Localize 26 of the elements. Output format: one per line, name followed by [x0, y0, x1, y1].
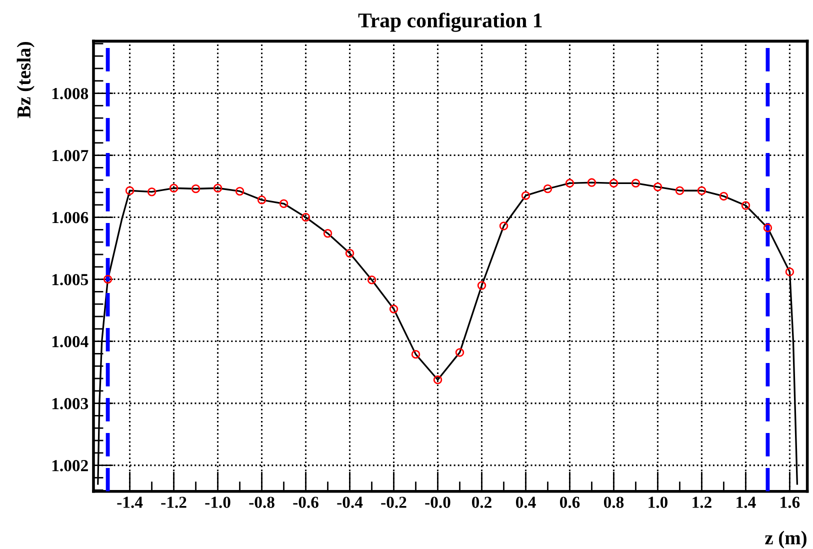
x-tick-label: 0.8 — [604, 496, 624, 508]
x-tick-label: -0.0 — [425, 496, 450, 508]
x-tick-label: -0.6 — [293, 496, 318, 508]
x-tick-label: 0.2 — [472, 496, 492, 508]
x-tick-label: -0.4 — [337, 496, 363, 508]
y-tick-label: 1.003 — [52, 398, 88, 410]
x-tick-label: 1.4 — [736, 496, 756, 508]
x-tick-label: 1.2 — [692, 496, 712, 508]
x-tick-label: -1.2 — [161, 496, 186, 508]
y-tick-label: 1.004 — [52, 336, 88, 348]
x-tick-label: 0.4 — [516, 496, 536, 508]
y-tick-label: 1.008 — [52, 88, 88, 100]
x-tick-label: -1.0 — [205, 496, 230, 508]
x-axis-title: z (m) — [765, 530, 806, 548]
y-axis-title: Bz (tesla) — [16, 42, 34, 118]
x-tick-label: -0.2 — [381, 496, 406, 508]
y-tick-label: 1.006 — [52, 212, 88, 224]
y-tick-label: 1.005 — [52, 274, 88, 286]
y-tick-label: 1.007 — [52, 150, 88, 162]
x-tick-label: -0.8 — [249, 496, 274, 508]
x-tick-label: -1.4 — [117, 496, 143, 508]
x-tick-label: 1.6 — [780, 496, 800, 508]
x-tick-label: 1.0 — [648, 496, 668, 508]
y-tick-label: 1.002 — [52, 460, 88, 472]
chart-title: Trap configuration 1 — [358, 12, 542, 32]
x-tick-label: 0.6 — [560, 496, 580, 508]
